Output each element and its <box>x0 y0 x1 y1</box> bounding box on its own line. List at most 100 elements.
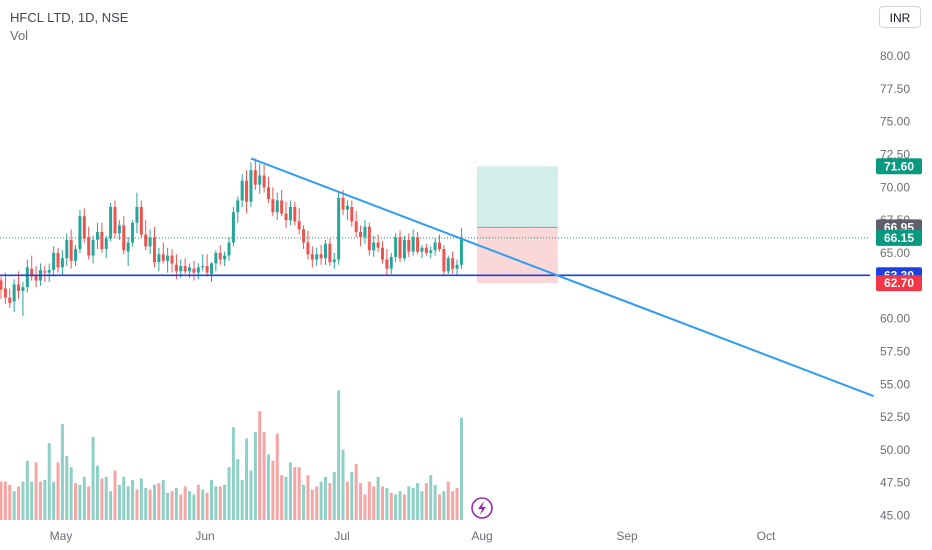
volume-bar <box>315 486 319 520</box>
candle-body <box>47 270 51 273</box>
currency-button[interactable]: INR <box>879 6 921 28</box>
volume-bar <box>227 467 231 520</box>
candle-body <box>126 242 130 252</box>
volume-bar <box>188 491 192 520</box>
price-label-bg <box>876 275 922 292</box>
volume-bar <box>337 390 341 520</box>
candle-body <box>424 247 428 253</box>
flash-icon[interactable] <box>471 497 493 519</box>
candle-body <box>60 258 64 268</box>
volume-bar <box>183 486 187 520</box>
volume-bar <box>266 454 270 520</box>
price-label-bg <box>876 158 922 175</box>
candle-body <box>323 243 327 259</box>
candle-body <box>95 231 99 240</box>
volume-bar <box>359 483 363 520</box>
candle-body <box>245 180 249 202</box>
candle-body <box>65 239 69 259</box>
candle-body <box>367 226 371 251</box>
price-label: 66.15 <box>884 231 914 245</box>
candle-body <box>433 242 437 251</box>
volume-bar <box>293 467 297 520</box>
candle-body <box>218 252 222 260</box>
position-zones <box>0 166 870 284</box>
volume-bar <box>117 484 121 520</box>
candle-body <box>249 170 253 202</box>
candle-body <box>117 225 121 234</box>
candle-body <box>0 280 3 290</box>
y-tick-label: 50.00 <box>880 443 910 457</box>
time-axis[interactable]: May Jun Jul Aug Sep Oct <box>50 529 776 543</box>
volume-bar <box>126 486 130 520</box>
candle-body <box>104 238 108 250</box>
candle-body <box>380 247 384 260</box>
candle-body <box>152 237 156 263</box>
candle-body <box>459 237 463 265</box>
volume-bar <box>446 481 450 520</box>
volume-bar <box>60 424 64 520</box>
volume-bar <box>52 481 56 520</box>
candle-body <box>442 249 446 272</box>
drawings[interactable] <box>0 157 874 398</box>
candle-body <box>192 268 196 273</box>
volume-bar <box>354 464 358 520</box>
profit-zone <box>476 166 558 228</box>
trend-line <box>250 157 874 398</box>
y-tick-label: 75.00 <box>880 115 910 129</box>
x-tick-label: Oct <box>757 529 776 543</box>
volume-bar <box>174 488 178 520</box>
volume-bar <box>240 480 244 520</box>
volume-bar <box>56 462 60 520</box>
candle-body <box>227 242 231 256</box>
volume-bar <box>157 483 161 520</box>
candle-body <box>354 221 358 232</box>
candle-body <box>236 200 240 213</box>
volume-bar <box>451 491 455 520</box>
y-tick-label: 80.00 <box>880 49 910 63</box>
y-tick-label: 65.00 <box>880 246 910 260</box>
candle-body <box>17 284 21 292</box>
candle-body <box>315 254 319 260</box>
candle-body <box>341 197 345 210</box>
candle-body <box>157 254 161 263</box>
candle-body <box>293 206 297 222</box>
candle-body <box>91 239 95 256</box>
volume-bar <box>319 481 323 520</box>
y-tick-label: 45.00 <box>880 509 910 523</box>
volume-bar <box>372 486 376 520</box>
volume-bar <box>438 494 441 520</box>
candle-body <box>135 206 139 223</box>
volume-bar <box>91 436 95 520</box>
volume-bar <box>135 489 139 520</box>
volume-bar <box>262 432 266 520</box>
volume-bar <box>179 494 183 520</box>
candle-body <box>87 237 91 256</box>
candle-body <box>74 249 78 261</box>
volume-bar <box>223 484 227 520</box>
candle-body <box>109 206 113 239</box>
y-tick-label: 55.00 <box>880 377 910 391</box>
candle-body <box>209 263 213 274</box>
candle-body <box>144 234 148 247</box>
candle-body <box>420 247 424 252</box>
volume-bar <box>152 484 156 520</box>
candle-body <box>429 250 433 253</box>
volume-bar <box>100 478 104 520</box>
price-label: 62.70 <box>884 276 914 290</box>
volume-bar <box>65 456 69 520</box>
y-tick-label: 47.50 <box>880 476 910 490</box>
volume-bar <box>192 494 196 520</box>
candle-body <box>275 200 279 213</box>
candle-body <box>332 259 336 263</box>
candle-body <box>69 239 73 261</box>
volume-bar <box>109 491 113 520</box>
candle-body <box>328 243 332 263</box>
candle-body <box>43 271 47 273</box>
candle-body <box>376 242 380 248</box>
volume-bar <box>433 484 437 520</box>
volume-bar <box>363 494 367 520</box>
volume-bar <box>271 460 275 520</box>
volume-bar <box>113 470 117 520</box>
